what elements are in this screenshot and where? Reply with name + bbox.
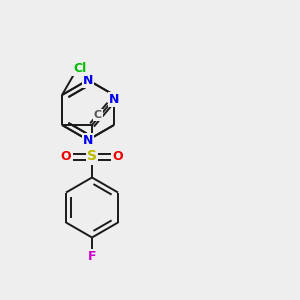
Text: N: N <box>109 93 120 106</box>
Text: O: O <box>113 150 123 163</box>
Text: S: S <box>87 149 97 164</box>
Text: C: C <box>94 110 102 120</box>
Text: N: N <box>83 74 93 86</box>
Text: Cl: Cl <box>73 62 86 75</box>
Text: N: N <box>83 134 93 146</box>
Text: F: F <box>88 250 96 262</box>
Text: O: O <box>61 150 71 163</box>
